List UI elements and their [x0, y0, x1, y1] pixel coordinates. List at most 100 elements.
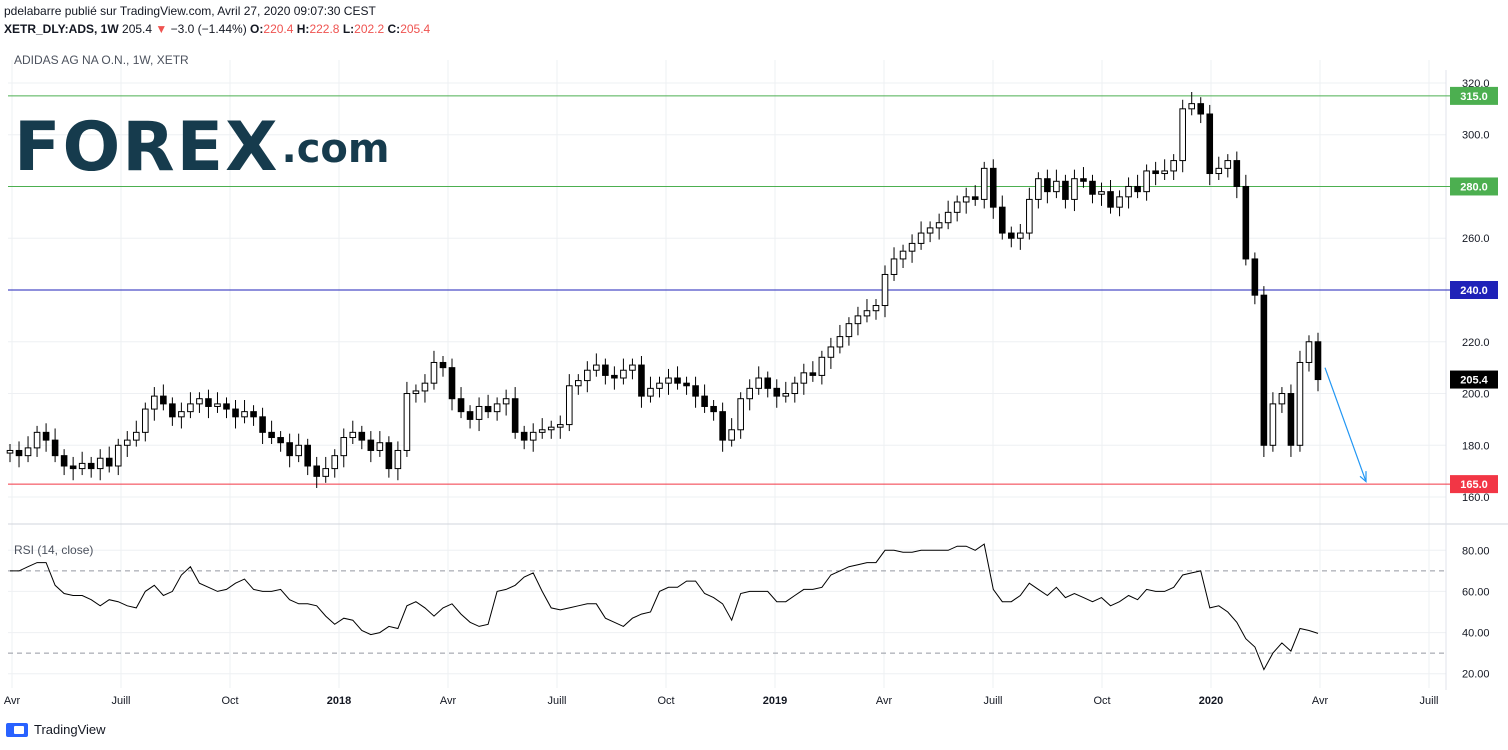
candle-body: [33, 431, 41, 449]
rsi-tick-label: 80.00: [1462, 545, 1490, 557]
candle-body: [890, 258, 898, 275]
candle-body: [241, 411, 248, 418]
candle-body: [935, 222, 943, 229]
candle-body: [827, 346, 835, 358]
candle-body: [1071, 178, 1078, 200]
rsi-tick-label: 60.00: [1462, 586, 1490, 598]
candle-body: [755, 377, 763, 389]
x-tick-label: Avr: [876, 695, 893, 707]
candle-body: [15, 449, 23, 457]
tradingview-brand[interactable]: TradingView: [6, 722, 106, 737]
candle-body: [565, 385, 573, 426]
candle-body: [105, 457, 113, 467]
candle-body: [917, 232, 925, 244]
candle-body: [493, 403, 501, 413]
candle-body: [385, 442, 393, 470]
candle-body: [836, 336, 844, 348]
rsi-title: RSI (14, close): [14, 543, 94, 557]
candle-body: [367, 439, 375, 451]
candle-body: [1107, 191, 1114, 208]
candle-body: [656, 382, 663, 389]
candle-body: [430, 361, 438, 384]
rsi-tick-label: 40.00: [1462, 628, 1490, 640]
candle-body: [647, 387, 654, 397]
candle-body: [250, 411, 257, 418]
candle-body: [331, 455, 339, 470]
candle-body: [1017, 232, 1024, 239]
candle-body: [376, 442, 384, 451]
low-value: 202.2: [354, 22, 385, 36]
candle-body: [511, 398, 519, 433]
y-tick-label: 200.0: [1462, 389, 1490, 401]
candle-body: [277, 437, 284, 444]
candle-body: [1152, 170, 1159, 175]
candle-body: [1053, 180, 1060, 193]
tradingview-label: TradingView: [34, 722, 106, 737]
level-badge-label: 280.0: [1460, 181, 1488, 193]
candle-body: [1287, 393, 1295, 446]
x-tick-label: Juill: [984, 695, 1003, 707]
y-tick-label: 220.0: [1462, 337, 1490, 349]
symbol-legend: XETR_DLY:ADS, 1W 205.4 ▼ −3.0 (−1.44%) O…: [4, 22, 430, 36]
symbol-name: XETR_DLY:ADS, 1W: [4, 22, 119, 36]
x-tick-label: Juill: [1420, 695, 1439, 707]
candle-body: [926, 227, 934, 234]
publisher-line: pdelabarre publié sur TradingView.com, A…: [4, 4, 376, 18]
candle-body: [773, 387, 781, 397]
y-tick-label: 180.0: [1462, 440, 1490, 452]
candle-body: [1125, 185, 1132, 198]
candle-body: [286, 442, 293, 457]
y-tick-label: 300.0: [1462, 130, 1490, 142]
candle-body: [259, 416, 266, 433]
candle-body: [1224, 160, 1232, 169]
candle-body: [178, 411, 185, 418]
candle-body: [457, 398, 465, 413]
candle-body: [1206, 113, 1214, 175]
candle-body: [1089, 180, 1096, 195]
candle-body: [412, 390, 420, 395]
candle-body: [223, 403, 230, 410]
tradingview-logo-icon: [6, 722, 28, 737]
candle-body: [1062, 180, 1069, 200]
candle-body: [1044, 178, 1051, 193]
candle-body: [304, 444, 311, 467]
level-badge-label: 240.0: [1460, 285, 1488, 297]
candle-body: [719, 411, 726, 441]
candle-body: [674, 377, 681, 384]
rsi-line: [10, 543, 1319, 671]
x-tick-label: Avr: [4, 695, 21, 707]
candle-body: [989, 167, 997, 208]
candle-body: [1008, 232, 1015, 239]
x-tick-label: Avr: [440, 695, 457, 707]
candle-body: [448, 367, 456, 400]
open-value: 220.4: [263, 22, 294, 36]
candle-body: [800, 372, 808, 384]
candle-body: [629, 364, 636, 371]
candle-body: [908, 242, 916, 252]
candle-body: [24, 447, 32, 457]
level-badge: [1450, 281, 1498, 299]
candle-body: [349, 431, 357, 439]
candle-body: [1215, 167, 1223, 175]
candle-body: [602, 364, 609, 376]
level-badge-label: 315.0: [1460, 91, 1488, 103]
candle-body: [845, 323, 853, 338]
x-tick-label: 2018: [327, 695, 351, 707]
x-tick-label: Juill: [548, 695, 567, 707]
candle-body: [520, 431, 528, 441]
candle-body: [196, 398, 203, 405]
candle-body: [295, 444, 302, 457]
candle-body: [692, 385, 699, 397]
candle-body: [60, 455, 68, 467]
x-tick-label: Oct: [657, 695, 674, 707]
candle-body: [953, 201, 961, 213]
candle-body: [1197, 103, 1205, 115]
candle-body: [971, 196, 979, 200]
candle-body: [268, 431, 275, 439]
candle-body: [809, 372, 817, 376]
candle-body: [899, 250, 907, 260]
candle-body: [394, 449, 402, 470]
candle-body: [1143, 170, 1150, 193]
candle-body: [665, 377, 672, 384]
